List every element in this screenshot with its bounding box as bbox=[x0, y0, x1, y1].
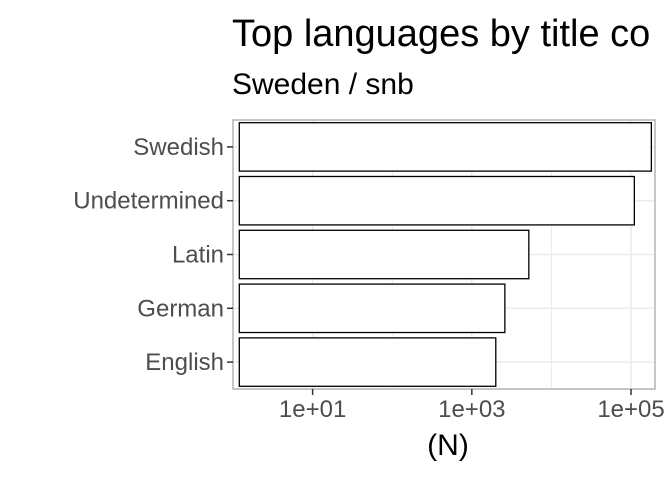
category-label: English bbox=[145, 349, 224, 376]
x-tick-label: 1e+05 bbox=[597, 396, 664, 423]
bar-undetermined bbox=[238, 175, 635, 226]
chart-subtitle: Sweden / snb bbox=[232, 68, 414, 101]
bars bbox=[238, 122, 653, 387]
bar-latin bbox=[238, 229, 530, 280]
category-label: Swedish bbox=[133, 134, 224, 161]
bar-swedish bbox=[238, 122, 653, 172]
category-label: Latin bbox=[172, 242, 224, 269]
category-label: Undetermined bbox=[73, 188, 224, 215]
x-axis: 1e+01 1e+03 1e+05 bbox=[279, 389, 665, 423]
bar-english bbox=[238, 337, 497, 387]
chart-title: Top languages by title co bbox=[232, 13, 650, 55]
x-tick-label: 1e+01 bbox=[279, 396, 346, 423]
y-axis: Swedish Undetermined Latin German English bbox=[73, 134, 233, 376]
x-tick-label: 1e+03 bbox=[438, 396, 505, 423]
bar-german bbox=[238, 283, 506, 334]
x-axis-title: (N) bbox=[427, 429, 469, 462]
category-label: German bbox=[137, 295, 224, 322]
